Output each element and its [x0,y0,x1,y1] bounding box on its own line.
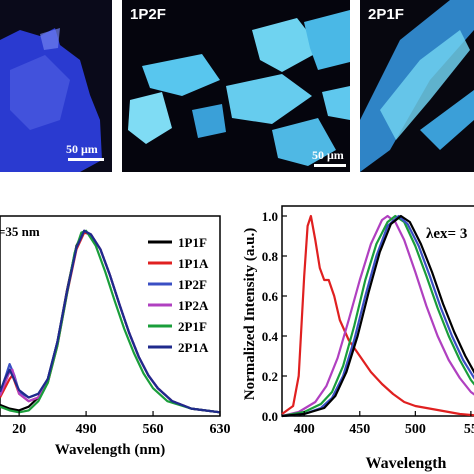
legend-label: 1P2A [178,298,209,313]
x-tick-label: 490 [76,422,97,437]
crystal-shape [252,18,322,72]
crystal-shape [272,118,336,166]
legend-label: 1P1F [178,235,207,250]
crystal-shape [420,90,474,150]
y-axis-label: Normalized Intensity (a.u.) [242,228,258,401]
series-line-2p1a [0,229,221,414]
y-tick-label: 0.8 [262,249,279,264]
chart-annotation: λex= 3 [426,226,467,242]
micrograph-image-1 [0,0,112,172]
emission-chart-left: 20 490 560 630 1P1F 1P1A 1P2F 1P2A 2P1F 2P1A =35… [0,215,231,458]
legend-label: 1P2F [178,277,207,292]
x-tick-label: 450 [349,422,370,437]
crystal-highlight [40,28,60,50]
legend-label: 1P1A [178,256,209,271]
micrograph-label: 1P2F [130,6,166,23]
micrograph-panel-1: 50 μm [0,0,112,172]
micrograph-image-2 [122,0,350,172]
y-tick-label: 0.2 [262,369,278,384]
crystal-shape [322,86,350,120]
micrograph-panel-3: 2P1F [360,0,474,172]
crystal-highlight [10,55,70,130]
series-line-2p1f [281,214,474,418]
x-axis-label: Wavelength [366,455,447,472]
series-line-1p1f [281,214,474,418]
x-tick-label: 500 [405,422,426,437]
emission-chart-right: 400 450 500 55 0.0 0.2 0.4 0.6 0.8 1.0 λex= 3 Wav… [242,205,474,472]
crystal-shape [304,10,350,70]
x-axis-label: Wavelength (nm) [55,442,165,458]
legend-label: 2P1F [178,319,207,334]
micrograph-label: 2P1F [368,6,404,23]
y-tick-label: 0.6 [262,289,279,304]
micrograph-panel-2: 1P2F 50 μm [122,0,350,172]
crystal-shape [142,54,220,96]
chart-annotation: =35 nm [0,224,40,239]
scale-bar [68,158,104,161]
x-tick-label: 630 [210,422,231,437]
crystal-highlight [380,30,470,140]
x-tick-label: 560 [143,422,164,437]
scale-bar [314,164,346,167]
crystal-shape [192,104,226,138]
x-tick-label: 20 [12,422,26,437]
y-tick-label: 1.0 [262,209,278,224]
y-tick-label: 0.4 [262,329,279,344]
micrograph-image-3 [360,0,474,172]
scale-label: 50 μm [312,148,344,162]
x-tick-label: 400 [294,422,315,437]
crystal-shape [128,92,172,144]
crystal-shape [226,74,312,124]
plot-frame [0,215,221,417]
scale-label: 50 μm [66,142,98,156]
y-tick-label: 0.0 [262,409,278,424]
series-line-1p1a [281,214,474,417]
series-line-1p2a [281,214,474,418]
legend-label: 2P1A [178,340,209,355]
x-tick-label: 55 [464,422,474,437]
